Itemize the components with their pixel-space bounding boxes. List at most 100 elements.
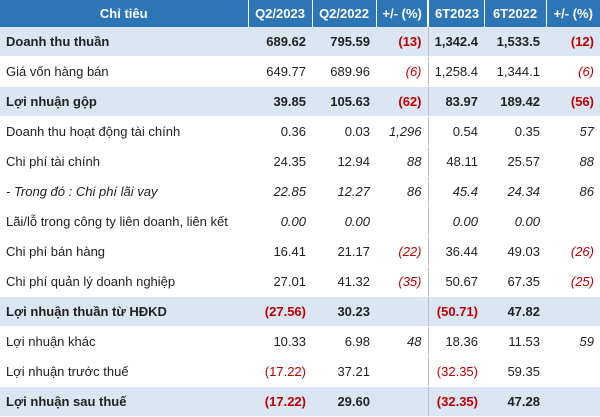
cell-h-change [546, 356, 600, 387]
cell-h2022: 189.42 [484, 86, 546, 117]
cell-q2023: 39.85 [248, 86, 312, 117]
table-row: Chi phí bán hàng 16.41 21.17 (22) 36.44 … [0, 236, 600, 267]
cell-q-change [376, 206, 428, 237]
row-label: Lợi nhuận sau thuế [0, 386, 248, 417]
cell-q2023: 0.36 [248, 116, 312, 147]
cell-q-change: (62) [376, 86, 428, 117]
cell-h2022: 59.35 [484, 356, 546, 387]
cell-h-change: 57 [546, 116, 600, 147]
header-label: Chỉ tiêu [0, 0, 249, 27]
cell-q2022: 12.94 [312, 146, 376, 177]
cell-h2022: 1,533.5 [484, 27, 546, 57]
cell-q2022: 795.59 [312, 27, 376, 57]
table-row: Giá vốn hàng bán 649.77 689.96 (6) 1,258… [0, 56, 600, 87]
row-label: Chi phí quản lý doanh nghiệp [0, 266, 248, 297]
row-label: Chi phí bán hàng [0, 236, 248, 267]
header-q-change: +/- (%) [376, 0, 429, 27]
table-row: Lợi nhuận gộp 39.85 105.63 (62) 83.97 18… [0, 86, 600, 117]
table-row: Lợi nhuận khác 10.33 6.98 48 18.36 11.53… [0, 326, 600, 357]
cell-h2023: 0.54 [427, 116, 484, 147]
row-label: Lợi nhuận thuần từ HĐKD [0, 296, 248, 327]
cell-h2022: 49.03 [484, 236, 546, 267]
header-q2023: Q2/2023 [248, 0, 313, 27]
cell-q-change [376, 386, 428, 417]
cell-q2022: 0.00 [312, 206, 376, 237]
cell-h2023: (50.71) [427, 296, 484, 327]
header-h-change: +/- (%) [546, 0, 600, 27]
cell-h2023: 1,258.4 [427, 56, 484, 87]
header-q2022: Q2/2022 [312, 0, 377, 27]
cell-q2023: 22.85 [248, 176, 312, 207]
cell-q2023: (17.22) [248, 386, 312, 417]
cell-h-change: (26) [546, 236, 600, 267]
cell-h2022: 0.35 [484, 116, 546, 147]
cell-h2022: 0.00 [484, 206, 546, 237]
row-label: - Trong đó : Chi phí lãi vay [0, 176, 248, 207]
cell-q-change [376, 356, 428, 387]
cell-h-change [546, 206, 600, 237]
cell-q-change: 88 [376, 146, 428, 177]
table-row: Lãi/lỗ trong công ty liên doanh, liên kế… [0, 206, 600, 237]
cell-q-change: (13) [376, 27, 428, 57]
cell-q2023: 24.35 [248, 146, 312, 177]
cell-q-change: 86 [376, 176, 428, 207]
cell-q-change: (6) [376, 56, 428, 87]
cell-q2022: 689.96 [312, 56, 376, 87]
row-label: Lợi nhuận gộp [0, 86, 248, 117]
cell-h2023: 48.11 [427, 146, 484, 177]
table-row: Doanh thu hoạt động tài chính 0.36 0.03 … [0, 116, 600, 147]
header-h2023: 6T2023 [427, 0, 485, 27]
cell-q2023: 689.62 [248, 27, 312, 57]
cell-h2022: 25.57 [484, 146, 546, 177]
cell-h2023: 0.00 [427, 206, 484, 237]
cell-h2022: 67.35 [484, 266, 546, 297]
cell-q-change: 1,296 [376, 116, 428, 147]
cell-h2022: 47.82 [484, 296, 546, 327]
table-row: Lợi nhuận thuần từ HĐKD (27.56) 30.23 (5… [0, 296, 600, 327]
cell-q-change: 48 [376, 326, 428, 357]
cell-h-change: (56) [546, 86, 600, 117]
cell-q2023: 16.41 [248, 236, 312, 267]
row-label: Doanh thu hoạt động tài chính [0, 116, 248, 147]
cell-h2022: 1,344.1 [484, 56, 546, 87]
cell-h2023: 1,342.4 [427, 27, 484, 57]
cell-q2023: 0.00 [248, 206, 312, 237]
cell-q2022: 12.27 [312, 176, 376, 207]
cell-h-change: (12) [546, 27, 600, 57]
cell-h-change: (25) [546, 266, 600, 297]
cell-h2023: (32.35) [427, 386, 484, 417]
cell-h-change [546, 296, 600, 327]
table-row: Doanh thu thuần 689.62 795.59 (13) 1,342… [0, 27, 600, 57]
cell-h-change: (6) [546, 56, 600, 87]
cell-h2022: 24.34 [484, 176, 546, 207]
row-label: Lãi/lỗ trong công ty liên doanh, liên kế… [0, 206, 248, 237]
cell-q2022: 41.32 [312, 266, 376, 297]
cell-h2023: 83.97 [427, 86, 484, 117]
cell-q2022: 30.23 [312, 296, 376, 327]
cell-q2022: 37.21 [312, 356, 376, 387]
table-header-row: Chỉ tiêu Q2/2023 Q2/2022 +/- (%) 6T2023 … [0, 0, 600, 27]
cell-q2022: 0.03 [312, 116, 376, 147]
cell-q2022: 6.98 [312, 326, 376, 357]
cell-h-change [546, 386, 600, 417]
cell-q-change [376, 296, 428, 327]
cell-h2022: 47.28 [484, 386, 546, 417]
cell-q2022: 29.60 [312, 386, 376, 417]
cell-q2023: (27.56) [248, 296, 312, 327]
cell-q2022: 21.17 [312, 236, 376, 267]
cell-h2023: 18.36 [427, 326, 484, 357]
cell-q-change: (35) [376, 266, 428, 297]
cell-q2023: 10.33 [248, 326, 312, 357]
cell-h2022: 11.53 [484, 326, 546, 357]
row-label: Lợi nhuận khác [0, 326, 248, 357]
table-row: - Trong đó : Chi phí lãi vay 22.85 12.27… [0, 176, 600, 207]
row-label: Giá vốn hàng bán [0, 56, 248, 87]
cell-q2023: (17.22) [248, 356, 312, 387]
cell-h-change: 86 [546, 176, 600, 207]
row-label: Doanh thu thuần [0, 27, 248, 57]
table-row: Lợi nhuận sau thuế (17.22) 29.60 (32.35)… [0, 386, 600, 417]
cell-q2022: 105.63 [312, 86, 376, 117]
table-row: Chi phí tài chính 24.35 12.94 88 48.11 2… [0, 146, 600, 177]
header-h2022: 6T2022 [484, 0, 547, 27]
